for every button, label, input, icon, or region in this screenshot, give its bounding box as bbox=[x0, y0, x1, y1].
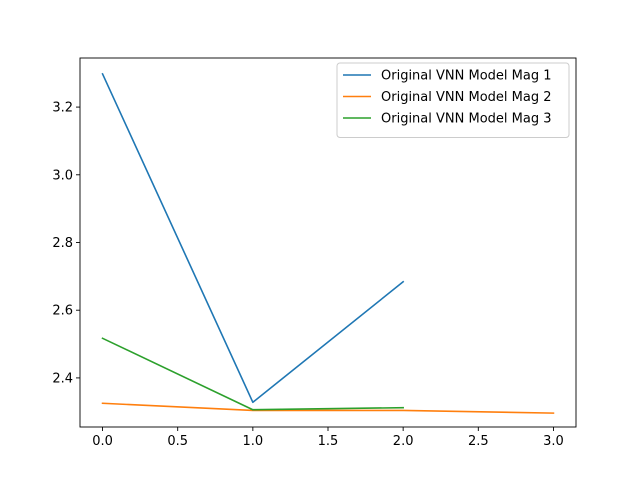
x-tick-label: 3.0 bbox=[543, 434, 564, 449]
series-lines bbox=[101, 72, 555, 414]
x-tick-label: 1.5 bbox=[318, 434, 339, 449]
y-tick-label: 2.4 bbox=[52, 371, 73, 386]
y-tick-label: 2.8 bbox=[52, 236, 73, 251]
x-tick-label: 0.5 bbox=[167, 434, 188, 449]
x-axis: 0.0 0.5 1.0 1.5 2.0 2.5 3.0 bbox=[92, 427, 564, 449]
x-tick-label: 0.0 bbox=[92, 434, 113, 449]
series-line-2 bbox=[101, 402, 555, 414]
y-axis: 2.4 2.6 2.8 3.0 3.2 bbox=[52, 101, 80, 386]
series-line-3 bbox=[101, 337, 404, 411]
x-tick-label: 2.0 bbox=[393, 434, 414, 449]
x-tick-label: 2.5 bbox=[468, 434, 489, 449]
legend-label-2: Original VNN Model Mag 2 bbox=[381, 90, 551, 105]
legend-label-1: Original VNN Model Mag 1 bbox=[381, 69, 551, 84]
y-tick-label: 3.2 bbox=[52, 101, 73, 116]
series-line-1 bbox=[101, 72, 405, 404]
x-tick-label: 1.0 bbox=[243, 434, 264, 449]
y-tick-label: 3.0 bbox=[52, 168, 73, 183]
legend-box bbox=[336, 62, 570, 138]
y-tick-label: 2.6 bbox=[52, 304, 73, 319]
legend: Original VNN Model Mag 1 Original VNN Mod… bbox=[336, 62, 570, 138]
legend-label-3: Original VNN Model Mag 3 bbox=[381, 112, 551, 127]
